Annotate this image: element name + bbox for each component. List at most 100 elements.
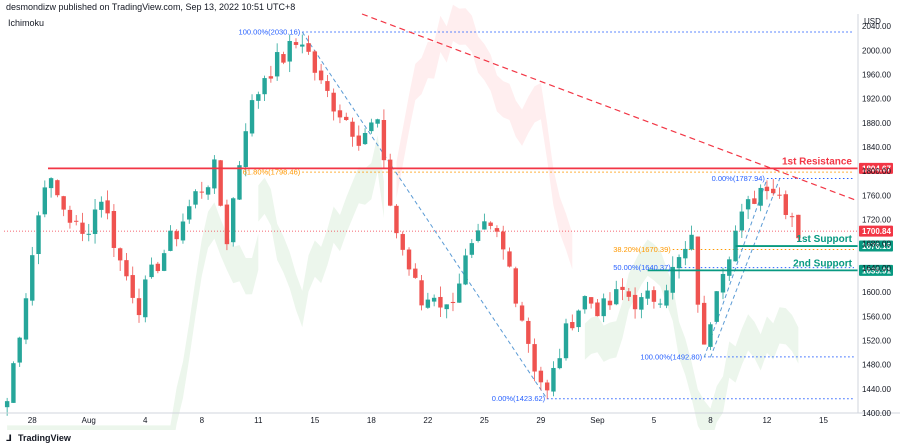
candle-body bbox=[469, 243, 475, 255]
candle-body bbox=[431, 297, 437, 302]
candle-body bbox=[563, 323, 569, 359]
candle-body bbox=[262, 78, 267, 95]
level-price-tag bbox=[859, 162, 893, 174]
x-tick-label: 18 bbox=[367, 416, 376, 425]
candle-body bbox=[105, 200, 110, 214]
candle-body bbox=[344, 116, 349, 120]
price-chart[interactable]: 1st Resistance 1804.67 1st Support 1676.15 2… bbox=[0, 0, 900, 430]
candle-body bbox=[17, 337, 22, 363]
brand-text: TradingView bbox=[18, 433, 71, 443]
x-tick-label: 25 bbox=[480, 416, 489, 425]
candle-body bbox=[501, 231, 506, 250]
candle-body bbox=[771, 188, 776, 194]
candle-body bbox=[174, 231, 179, 240]
level-label: 1st Support bbox=[796, 234, 852, 245]
y-tick-label: 1520.00 bbox=[862, 336, 891, 345]
fib-label: 0.00%(1787.94) bbox=[712, 174, 766, 183]
candle-body bbox=[231, 198, 236, 243]
candle-body bbox=[318, 70, 324, 81]
indicator-label[interactable]: Ichimoku bbox=[8, 18, 45, 28]
resistance-trendline bbox=[361, 13, 859, 202]
candle-body bbox=[639, 297, 644, 310]
candle-body bbox=[614, 289, 619, 305]
candle-body bbox=[764, 186, 770, 192]
x-tick-label: 8 bbox=[200, 416, 205, 425]
candle-body bbox=[187, 206, 192, 220]
candle-body bbox=[419, 280, 424, 306]
candle-body bbox=[532, 344, 537, 372]
candle-body bbox=[287, 40, 292, 62]
x-tick-label: 4 bbox=[143, 416, 148, 425]
candle-body bbox=[11, 363, 16, 403]
candle-body bbox=[300, 44, 305, 47]
fib-trendline-2 bbox=[703, 178, 768, 358]
candle-body bbox=[369, 122, 374, 132]
candle-body bbox=[645, 290, 650, 299]
candle-body bbox=[4, 401, 10, 408]
y-tick-label: 1800.00 bbox=[862, 167, 891, 176]
cloud-band bbox=[7, 202, 259, 430]
candle-body bbox=[588, 297, 594, 304]
candle-body bbox=[519, 305, 525, 321]
fib-labels: 100.00%(2030.16) 61.80%(1798.46) 0.00%(142… bbox=[239, 28, 766, 404]
candle-body bbox=[789, 216, 795, 218]
x-tick-label: 11 bbox=[254, 416, 263, 425]
candle-body bbox=[607, 300, 613, 306]
candle-body bbox=[494, 228, 500, 232]
candle-body bbox=[777, 194, 782, 196]
x-tick-label: 12 bbox=[762, 416, 771, 425]
candle-body bbox=[92, 209, 98, 235]
y-tick-label: 1880.00 bbox=[862, 119, 891, 128]
currency-label: USD bbox=[864, 17, 881, 26]
candle-body bbox=[193, 191, 198, 205]
candle-body bbox=[268, 76, 274, 79]
candle-body bbox=[212, 159, 217, 189]
candle-body bbox=[61, 196, 66, 210]
x-tick-label: 22 bbox=[423, 416, 432, 425]
candle-body bbox=[457, 283, 462, 303]
y-tick-label: 1400.00 bbox=[862, 409, 891, 418]
candle-body bbox=[708, 324, 713, 347]
y-tick-label: 2000.00 bbox=[862, 46, 891, 55]
candle-body bbox=[337, 110, 343, 118]
publisher-text: desmondizw published on TradingView.com,… bbox=[6, 2, 296, 12]
candle-body bbox=[331, 92, 336, 112]
candle-body bbox=[274, 52, 280, 77]
candle-body bbox=[701, 302, 707, 345]
fib-label: 50.00%(1640.37) bbox=[613, 263, 671, 272]
candle-body bbox=[406, 249, 412, 270]
candle-body bbox=[482, 221, 487, 230]
y-tick-label: 1960.00 bbox=[862, 70, 891, 79]
cloud-band bbox=[396, 4, 573, 270]
candle-body bbox=[796, 214, 801, 239]
candle-body bbox=[237, 165, 242, 200]
candle-body bbox=[130, 275, 135, 298]
candle-body bbox=[570, 322, 575, 329]
x-tick-label: 15 bbox=[310, 416, 319, 425]
candle-body bbox=[745, 199, 751, 210]
y-tick-label: 1480.00 bbox=[862, 361, 891, 370]
candle-body bbox=[281, 54, 286, 63]
candle-body bbox=[312, 51, 318, 73]
candle-body bbox=[149, 264, 154, 278]
tradingview-logo[interactable]: ⅃ TradingView bbox=[6, 433, 71, 444]
candle-body bbox=[444, 304, 449, 310]
candle-body bbox=[438, 296, 443, 308]
candle-body bbox=[180, 221, 186, 241]
candle-body bbox=[526, 320, 531, 344]
candle-body bbox=[117, 248, 123, 261]
candle-body bbox=[626, 291, 631, 297]
candle-body bbox=[758, 187, 763, 206]
level-price-tag bbox=[859, 264, 893, 276]
level-price-tag-text: 1676.15 bbox=[862, 242, 891, 251]
candle-body bbox=[161, 253, 167, 271]
level-price-tag bbox=[859, 240, 893, 252]
x-tick-label: 5 bbox=[652, 416, 657, 425]
candle-body bbox=[155, 263, 161, 272]
trend-lines bbox=[301, 13, 859, 400]
candle-body bbox=[168, 230, 173, 251]
candle-body bbox=[595, 302, 600, 317]
candle-body bbox=[55, 180, 60, 196]
candle-body bbox=[714, 291, 719, 322]
candle-body bbox=[375, 119, 380, 124]
